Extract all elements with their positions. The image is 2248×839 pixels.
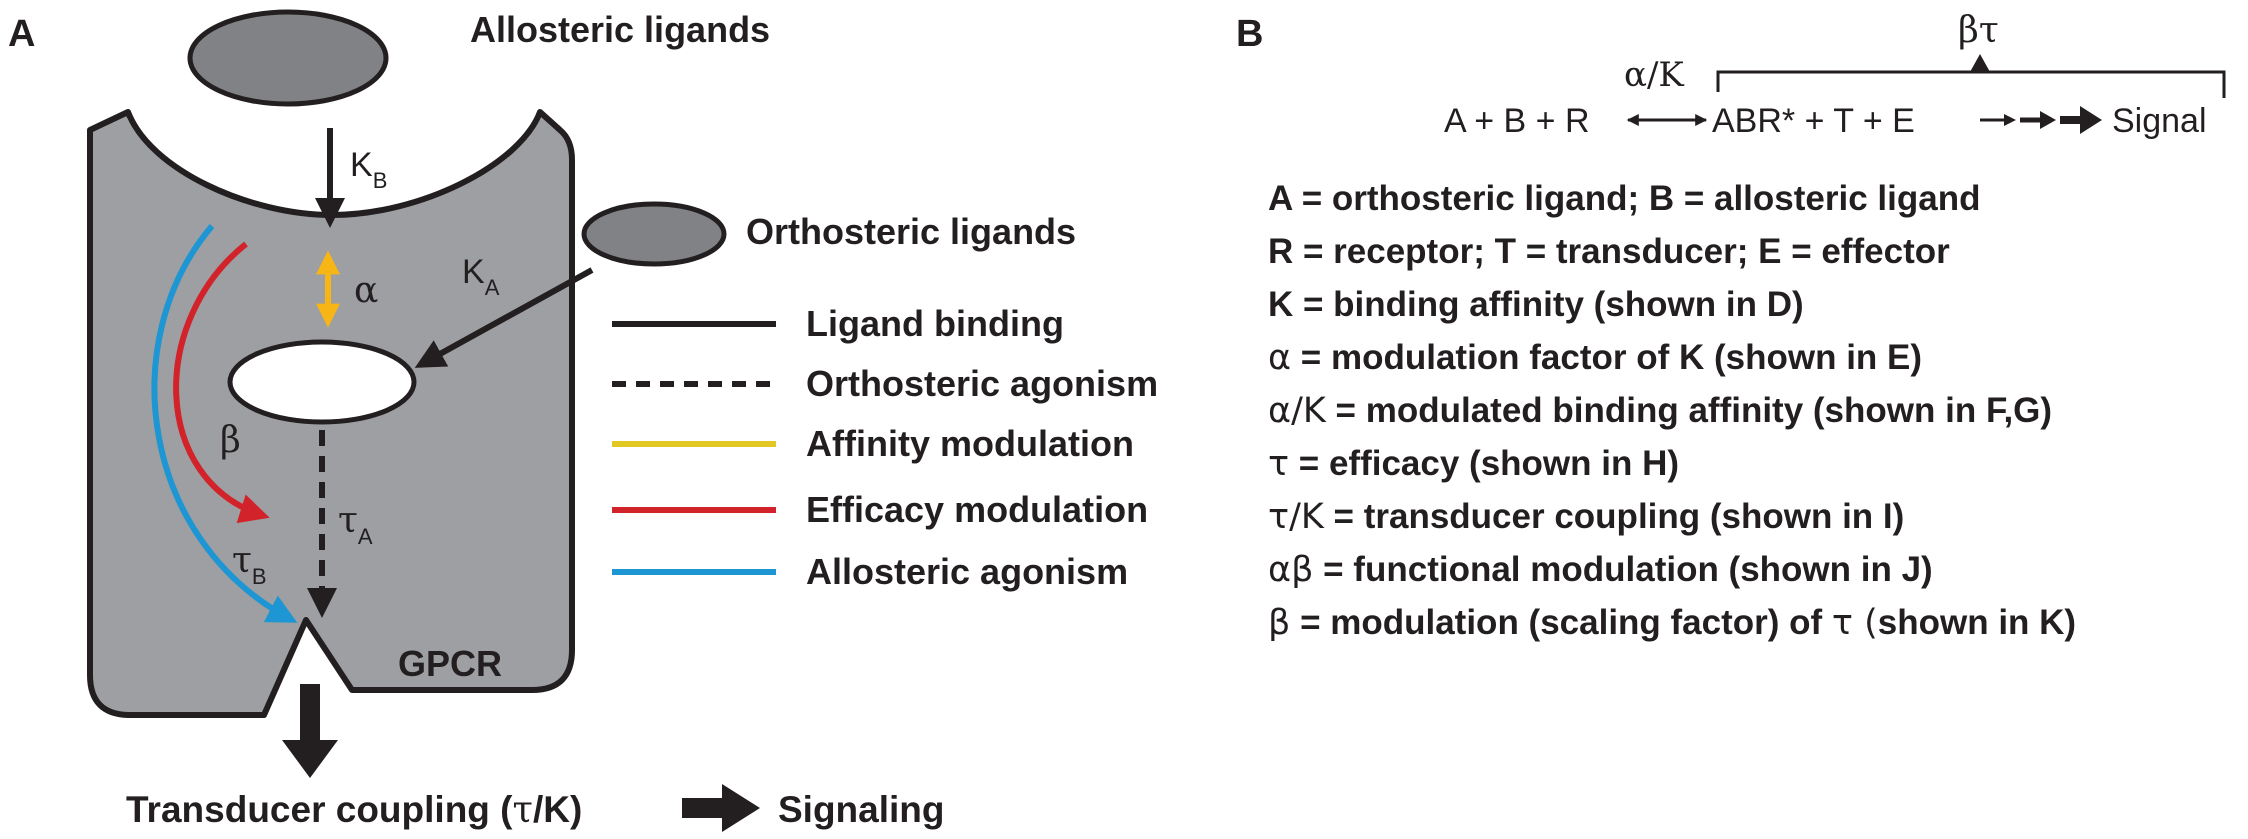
- transducer-coupling-label: Transducer coupling (τ/K): [126, 788, 582, 831]
- signaling-arrow: [682, 784, 760, 832]
- definition-item: αβ = functional modulation (shown in J): [1268, 543, 2076, 596]
- signaling-label: Signaling: [778, 789, 945, 830]
- signal-label: Signal: [2112, 102, 2207, 140]
- definition-text: = modulation (scaling factor) of: [1290, 603, 1832, 642]
- definition-text: = functional modulation (shown in J): [1313, 550, 1933, 589]
- definition-open-paren: (: [1852, 603, 1878, 643]
- beta-tau-bracket: [1716, 70, 2226, 98]
- definition-item: α/K = modulated binding affinity (shown …: [1268, 384, 2076, 437]
- beta-tau-bracket-marker: [1970, 54, 1990, 72]
- allosteric-ligand-shape: [187, 9, 389, 107]
- definition-symbol: α/K: [1268, 391, 1326, 431]
- definition-end-text: shown in K): [1877, 603, 2077, 642]
- definition-symbol: β: [1268, 603, 1291, 643]
- alpha-k-label: α/K: [1624, 55, 1684, 95]
- definition-tail-symbol: τ: [1831, 603, 1853, 643]
- orthosteric-ligands-label: Orthosteric ligands: [746, 211, 1076, 252]
- definition-item: α = modulation factor of K (shown in E): [1268, 331, 2076, 384]
- definition-text: A = orthosteric ligand; B = allosteric l…: [1268, 179, 1981, 218]
- reaction-left-side: A + B + R: [1444, 102, 1590, 140]
- legend: Ligand binding Orthosteric agonism Affin…: [612, 303, 1158, 592]
- alpha-label: α: [354, 270, 378, 311]
- definition-symbol: τ/K: [1268, 497, 1324, 537]
- definition-item: τ = efficacy (shown in H): [1268, 437, 2076, 490]
- gpcr-label: GPCR: [398, 643, 502, 684]
- definition-symbol: αβ: [1268, 550, 1314, 590]
- definition-item: τ/K = transducer coupling (shown in I): [1268, 490, 2076, 543]
- definition-text: = modulated binding affinity (shown in F…: [1325, 391, 2053, 430]
- orthosteric-ligand-shape: [581, 201, 727, 267]
- definition-item: K = binding affinity (shown in D): [1268, 278, 2076, 331]
- definition-text: = transducer coupling (shown in I): [1323, 497, 1905, 536]
- tau-b-label: τB: [232, 540, 267, 589]
- definition-item: β = modulation (scaling factor) of τ (sh…: [1268, 596, 2076, 649]
- definition-text: = efficacy (shown in H): [1289, 444, 1680, 483]
- signal-cascade-arrows: [1980, 106, 2102, 134]
- legend-label-ligand-binding: Ligand binding: [806, 303, 1064, 344]
- definitions-list: A = orthosteric ligand; B = allosteric l…: [1268, 172, 2076, 649]
- panel-b-label: B: [1236, 13, 1263, 55]
- ka-label: KA: [462, 253, 500, 300]
- definition-text: K = binding affinity (shown in D): [1268, 285, 1804, 324]
- efficacy-modulation-arrow: [173, 241, 270, 524]
- tau-a-label: τA: [338, 500, 373, 549]
- legend-label-efficacy-modulation: Efficacy modulation: [806, 489, 1148, 530]
- kb-label: KB: [350, 146, 387, 193]
- allosteric-agonism-arrow: [151, 224, 298, 623]
- legend-label-orthosteric-agonism: Orthosteric agonism: [806, 363, 1158, 404]
- definition-item: R = receptor; T = transducer; E = effect…: [1268, 225, 2076, 278]
- definition-text: R = receptor; T = transducer; E = effect…: [1268, 232, 1950, 271]
- beta-tau-label: βτ: [1958, 10, 1999, 51]
- legend-label-affinity-modulation: Affinity modulation: [806, 423, 1134, 464]
- legend-label-allosteric-agonism: Allosteric agonism: [806, 551, 1128, 592]
- allosteric-ligands-label: Allosteric ligands: [470, 9, 770, 50]
- beta-label: β: [220, 420, 241, 461]
- reaction-right-side: ABR* + T + E: [1712, 102, 1915, 140]
- definition-symbol: α: [1268, 338, 1292, 378]
- definition-text: = modulation factor of K (shown in E): [1291, 338, 1923, 377]
- transducer-down-arrow: [282, 684, 338, 778]
- definition-symbol: τ: [1268, 444, 1290, 484]
- definition-item: A = orthosteric ligand; B = allosteric l…: [1268, 172, 2076, 225]
- ka-binding-arrow: [414, 267, 594, 368]
- panel-a-label: A: [8, 13, 35, 55]
- orthosteric-binding-pocket: [227, 339, 417, 425]
